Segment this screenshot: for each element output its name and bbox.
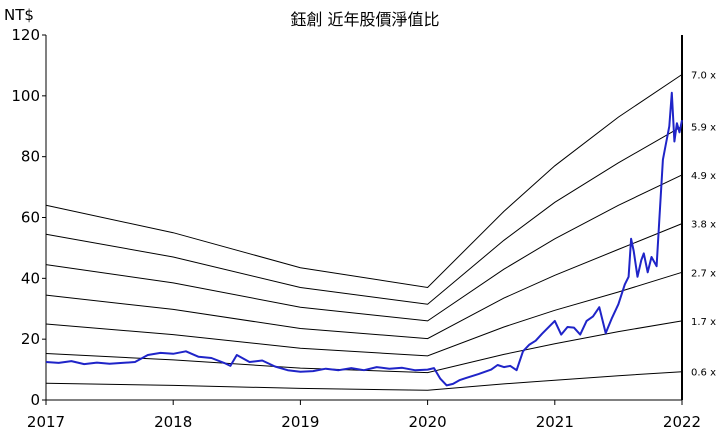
pb-band-lines xyxy=(45,74,683,391)
axes xyxy=(42,34,683,405)
price-line xyxy=(45,91,683,387)
band-label: 3.8 x xyxy=(691,220,716,231)
y-tick-label: 120 xyxy=(11,26,40,44)
band-line-1-7-x xyxy=(45,320,683,374)
band-line-7-0-x xyxy=(45,74,683,289)
y-tick-label: 100 xyxy=(11,87,40,105)
price-line-group xyxy=(45,91,683,387)
band-line-0-6-x xyxy=(45,371,683,391)
y-tick-label: 20 xyxy=(21,330,40,348)
band-label: 0.6 x xyxy=(691,368,716,379)
y-tick-label: 60 xyxy=(21,209,40,227)
y-tick-label: 80 xyxy=(21,148,40,166)
y-tick-label-group: 0 20 40 60 80 100 120 xyxy=(11,26,40,409)
x-tick-label-group: 2017 2018 2019 2020 2021 2022 xyxy=(27,413,701,431)
x-tick-label: 2022 xyxy=(663,413,701,431)
x-tick-label: 2019 xyxy=(281,413,319,431)
band-line-2-7-x xyxy=(45,271,683,357)
band-line-4-9-x xyxy=(45,174,683,322)
x-tick-label: 2017 xyxy=(27,413,65,431)
band-label-group: 7.0 x 5.9 x 4.9 x 3.8 x 2.7 x 1.7 x 0.6 x xyxy=(691,71,716,379)
y-tick-label: 0 xyxy=(30,391,40,409)
x-tick-label: 2018 xyxy=(154,413,192,431)
x-tick-label: 2020 xyxy=(409,413,447,431)
band-label: 5.9 x xyxy=(691,122,716,133)
x-tick-label: 2021 xyxy=(536,413,574,431)
band-label: 7.0 x xyxy=(691,71,716,82)
band-line-5-9-x xyxy=(45,125,683,305)
band-label: 1.7 x xyxy=(691,317,716,328)
band-label: 4.9 x xyxy=(691,171,716,182)
y-axis-unit-label: NT$ xyxy=(4,6,34,24)
band-line-3-8-x xyxy=(45,223,683,340)
chart-title: 鈺創 近年股價淨值比 xyxy=(290,10,439,29)
band-label: 2.7 x xyxy=(691,268,716,279)
y-tick-label: 40 xyxy=(21,269,40,287)
